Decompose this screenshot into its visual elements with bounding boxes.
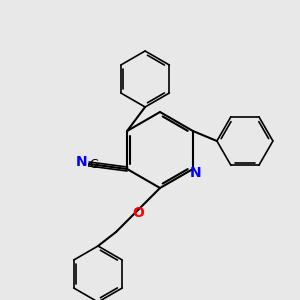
Text: N: N (75, 155, 87, 169)
Text: C: C (90, 158, 98, 172)
Text: N: N (190, 166, 202, 180)
Text: O: O (132, 206, 144, 220)
